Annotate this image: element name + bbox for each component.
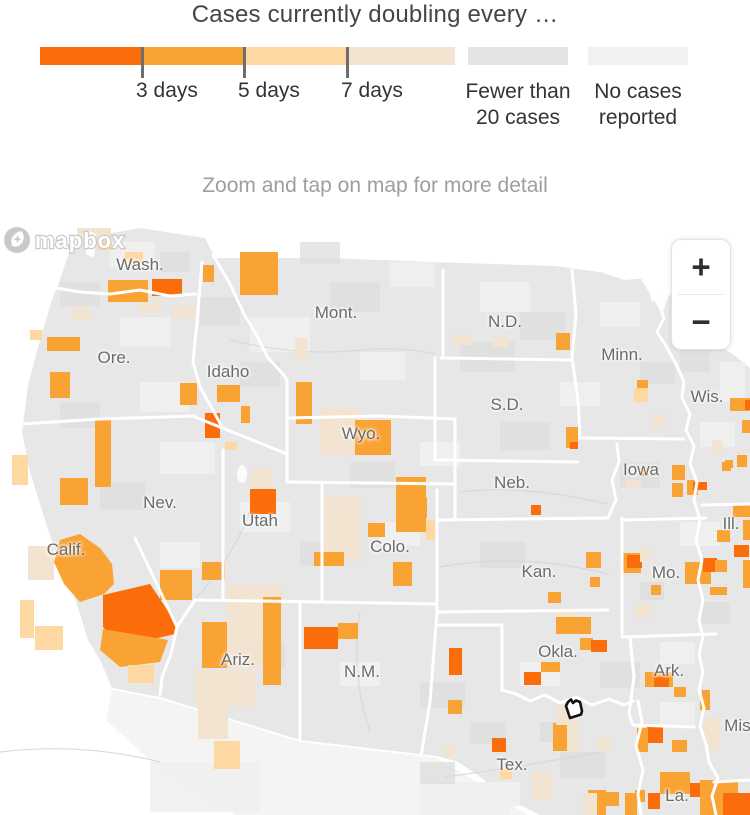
- state-label-utah: Utah: [242, 511, 278, 530]
- state-label-mont: Mont.: [314, 303, 358, 322]
- state-label-minn: Minn.: [601, 345, 643, 364]
- state-label-wyo: Wyo.: [341, 424, 381, 443]
- state-label-nd: N.D.: [488, 312, 522, 331]
- state-label-nev: Nev.: [143, 493, 177, 512]
- legend-seg-over-7-days: [347, 47, 455, 65]
- legend-seg-3-5-days: [142, 47, 244, 65]
- legend-tick-5-days: [243, 47, 246, 78]
- mapbox-logo[interactable]: mapbox: [0, 222, 140, 258]
- zoom-control: + −: [671, 239, 731, 350]
- state-label-iowa: Iowa: [623, 460, 659, 479]
- legend-label-5-days: 5 days: [238, 79, 300, 102]
- state-label-idaho: Idaho: [206, 362, 250, 381]
- state-label-ark: Ark.: [653, 661, 685, 680]
- state-label-wash: Wash.: [116, 255, 164, 274]
- river-lines: [0, 339, 609, 778]
- legend-caption-fewer-than-20: Fewer than 20 cases: [465, 80, 571, 129]
- state-label-neb: Neb.: [494, 473, 530, 492]
- great-salt-lake: [237, 465, 247, 483]
- state-label-mo: Mo.: [651, 563, 681, 582]
- state-label-okla: Okla.: [538, 642, 578, 661]
- zoom-control-divider: [678, 294, 724, 295]
- state-label-miss: Miss.: [724, 716, 750, 735]
- state-label-nm: N.M.: [344, 662, 380, 681]
- legend-swatch-fewer-than-20: [468, 47, 568, 65]
- us-landmass[interactable]: [22, 228, 750, 815]
- puget-sound: [86, 230, 96, 258]
- state-label-kan: Kan.: [521, 562, 557, 581]
- state-label-sd: S.D.: [490, 395, 524, 414]
- legend-label-3-days: 3 days: [136, 79, 198, 102]
- svg-text:mapbox: mapbox: [35, 228, 125, 253]
- legend: 3 days 5 days 7 days Fewer than 20 cases…: [0, 0, 750, 160]
- legend-tick-3-days: [141, 47, 144, 78]
- legend-swatch-no-cases: [588, 47, 688, 65]
- page-title: Cases currently doubling every …: [191, 1, 559, 28]
- state-label-tex: Tex.: [496, 755, 528, 774]
- map-container[interactable]: Wash. Ore. Mont. Idaho N.D. Minn. Wis. S…: [0, 222, 750, 815]
- state-label-calif: Calif.: [46, 540, 86, 559]
- legend-seg-under-3-days: [40, 47, 142, 65]
- state-label-ariz: Ariz.: [221, 650, 255, 669]
- map-hint: Zoom and tap on map for more detail: [202, 174, 548, 197]
- state-label-la: La.: [665, 786, 689, 805]
- map-canvas[interactable]: [0, 222, 750, 815]
- zoom-out-button[interactable]: −: [691, 303, 711, 340]
- state-borders: [20, 253, 750, 815]
- legend-label-7-days: 7 days: [341, 79, 403, 102]
- highlighted-county-outline: [564, 698, 584, 720]
- legend-seg-5-7-days: [244, 47, 347, 65]
- state-label-ore: Ore.: [97, 348, 131, 367]
- state-label-wis: Wis.: [690, 387, 724, 406]
- zoom-in-button[interactable]: +: [691, 248, 711, 285]
- state-label-ill: Ill.: [722, 514, 740, 533]
- state-label-colo: Colo.: [370, 537, 410, 556]
- legend-caption-no-cases: No cases reported: [594, 80, 682, 129]
- legend-tick-7-days: [346, 47, 349, 78]
